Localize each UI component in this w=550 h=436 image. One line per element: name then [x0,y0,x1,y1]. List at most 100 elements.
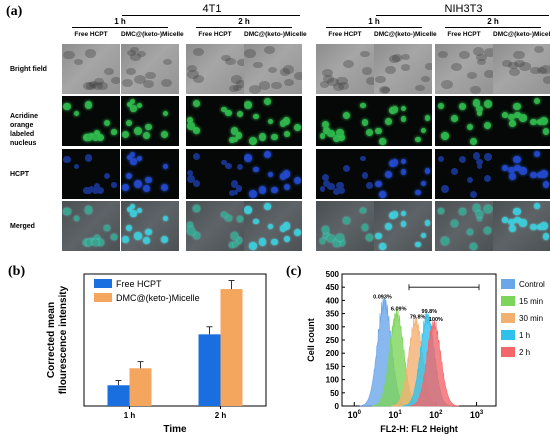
cell [228,190,235,197]
cell [361,119,369,126]
y-tick-label: 50 [330,389,339,398]
time-label-0-0: 1 h [114,17,126,26]
percent-annotation: 99.8% [422,309,438,315]
cell [484,100,493,108]
cell [129,204,135,210]
y-tick-label: 450 [326,283,340,292]
cell [400,116,407,122]
cell [476,53,487,62]
cell [129,99,135,105]
cell [484,175,492,183]
cell [342,112,350,120]
group-rule-0 [122,15,300,16]
cell [327,234,335,243]
cell [459,102,467,110]
cell [400,105,407,112]
cell [236,59,244,67]
panel-c-letter: (c) [286,264,302,279]
cell [388,55,400,64]
cell [294,72,302,81]
cell [366,182,374,190]
cell [508,166,515,174]
cell [129,152,135,158]
cell [508,113,515,121]
cell [360,102,366,109]
cell [103,120,110,127]
cell [384,65,396,74]
cell [137,102,143,108]
row-label: Acridine orange labeled nucleus [10,112,62,148]
x-tick-label-base: 10 [348,410,358,420]
cell [235,237,243,245]
cell [375,75,386,83]
micrograph-tile [186,201,244,251]
cell [73,215,80,222]
cell [338,82,350,91]
time-label-0-1: 2 h [238,17,250,26]
cell [530,118,537,126]
cell [244,101,253,110]
micrograph-tile [374,96,432,146]
cell [360,155,366,162]
legend-label: 2 h [519,348,530,357]
cell [232,137,239,143]
cell [477,215,483,221]
cell [421,75,431,82]
cell [221,159,227,165]
micrograph-tile [374,201,432,251]
cell [338,134,346,142]
cell [96,81,108,91]
cell [187,227,195,235]
cell [375,232,382,239]
cell [279,224,287,232]
cell [187,221,194,228]
cell [501,165,508,171]
cell [73,163,80,170]
cell [508,225,516,233]
cell [145,123,152,130]
cell [134,126,143,135]
cell [88,81,99,88]
column-label: Free HCPT [328,31,362,38]
cell [253,218,259,224]
cell [338,239,346,247]
cell [451,62,462,71]
cell [160,235,169,243]
legend-swatch [501,330,515,340]
percent-annotation: 6.09% [391,307,407,313]
row-label-line: Bright field [10,65,47,73]
row-label-line: HCPT [10,170,30,178]
micrograph-tile [121,44,179,94]
cell [103,225,110,232]
cell [530,66,541,75]
cell [253,113,259,119]
cell [91,82,104,91]
cell [539,116,548,125]
cell [424,115,431,122]
cell [283,130,291,138]
micrograph-tile [62,96,120,146]
y-axis-label: Corrected meanfllourescence intensity [46,285,69,394]
micrograph-tile [316,149,374,199]
cell [111,234,117,240]
cell [258,133,267,141]
cell [122,235,130,243]
cell [476,158,483,166]
cell [85,82,97,91]
cell [514,111,522,119]
cell [73,110,80,117]
cell [514,59,526,68]
cell [263,98,271,106]
cell [192,75,204,83]
cell [143,132,151,140]
row-label: Merged [10,222,62,231]
cell [283,222,291,230]
cell [271,238,278,246]
cell [333,135,341,143]
cell [437,155,445,162]
legend-label: Control [519,280,545,289]
cell [122,183,130,191]
cell [472,204,481,212]
legend-label: 1 h [519,331,530,340]
row-label-line: Merged [10,222,35,230]
